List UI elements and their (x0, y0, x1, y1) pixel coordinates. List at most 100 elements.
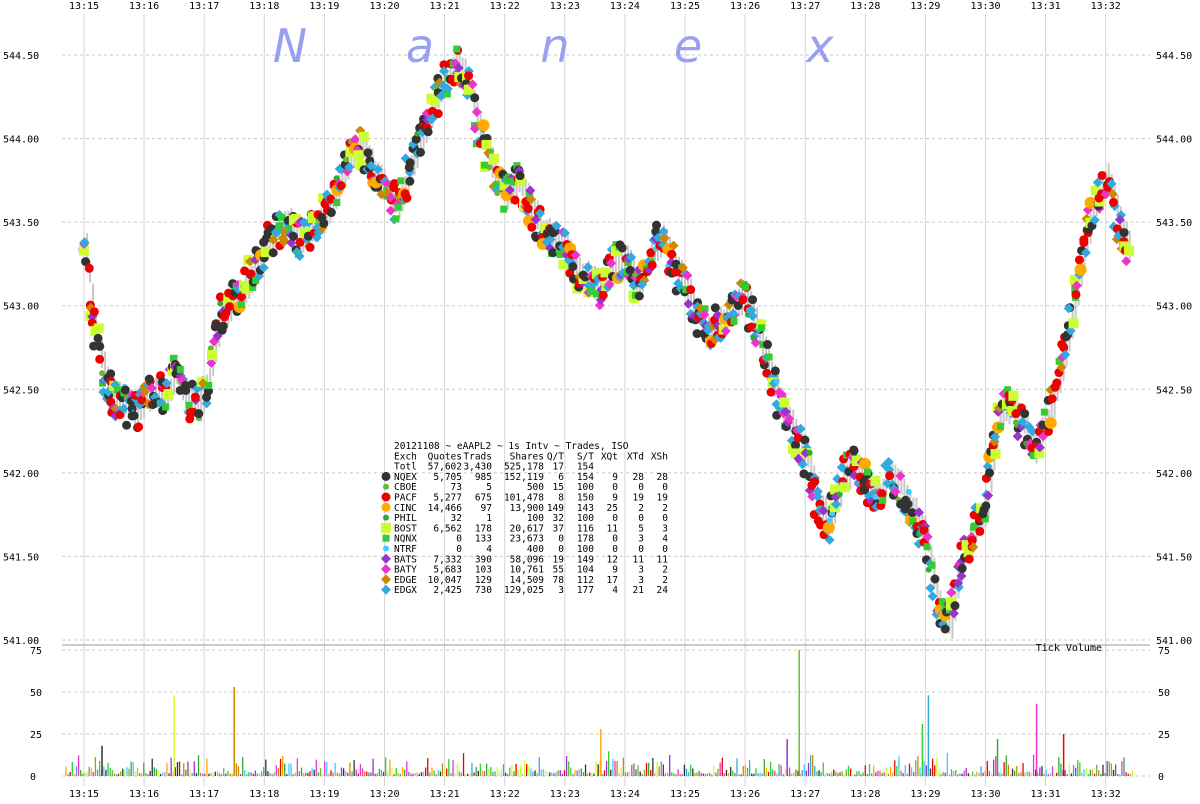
stats-cell: 19 (553, 554, 565, 565)
trade-marker (946, 587, 957, 598)
trade-marker (500, 205, 508, 213)
stats-cell: 178 (577, 534, 594, 545)
volume-tick-label-right: 50 (1158, 688, 1170, 699)
price-tick-label-right: 544.50 (1156, 51, 1192, 62)
stats-cell: 0 (612, 482, 618, 493)
x-tick-label-top: 13:17 (189, 1, 219, 12)
trade-marker (411, 134, 421, 144)
trade-marker (530, 214, 541, 225)
trade-marker (355, 160, 366, 171)
trade-marker (438, 66, 449, 77)
trade-marker (824, 534, 835, 545)
trade-marker (686, 285, 696, 295)
trade-marker (246, 269, 256, 279)
trade-marker (790, 440, 800, 450)
trade-marker (350, 134, 361, 145)
trade-marker (194, 409, 204, 419)
trade-marker (1030, 452, 1038, 460)
trade-marker (162, 403, 170, 411)
x-tick-label-top: 13:29 (910, 1, 940, 12)
trade-marker (957, 563, 967, 573)
trade-marker (765, 353, 773, 361)
trade-marker (385, 205, 396, 216)
trade-marker (169, 354, 177, 362)
watermark-letter: N (273, 19, 307, 73)
trade-marker (494, 190, 501, 197)
trade-marker (513, 162, 521, 170)
stats-cell: 21 (633, 585, 645, 596)
trade-marker (1079, 235, 1089, 245)
stats-cell: PACF (394, 493, 417, 504)
trade-marker (1017, 416, 1028, 427)
trade-marker (333, 199, 341, 207)
stats-cell: NTRF (394, 544, 417, 555)
x-tick-label-bottom: 13:15 (69, 789, 99, 800)
stats-column-header: Q/T (547, 451, 564, 462)
stats-cell: BOST (394, 523, 417, 534)
stats-cell: 12 (607, 554, 618, 565)
stats-cell: 73 (451, 482, 462, 493)
trade-marker (79, 237, 90, 248)
trade-marker (1052, 378, 1062, 388)
stats-cell: 25 (607, 503, 618, 514)
trade-marker (963, 547, 974, 558)
stats-cell: 32 (451, 513, 462, 524)
trade-marker (812, 486, 823, 497)
stats-cell: 2 (662, 565, 668, 576)
trade-marker (1080, 247, 1091, 258)
trade-marker (402, 193, 412, 203)
trade-marker (849, 446, 859, 456)
watermark-letter: n (540, 19, 569, 73)
x-tick-label-top: 13:26 (730, 1, 760, 12)
trade-marker (1063, 303, 1074, 314)
stats-cell: 985 (475, 472, 492, 483)
trade-marker (477, 119, 490, 132)
trade-marker (78, 245, 89, 256)
trade-marker (146, 383, 157, 394)
stats-cell: 675 (475, 493, 492, 504)
trade-marker (1012, 431, 1023, 442)
trade-marker (890, 486, 901, 497)
trade-marker (405, 176, 415, 186)
stats-cell: 0 (558, 544, 564, 555)
trade-marker (1069, 274, 1080, 285)
axis-labels: 13:15 13:15 13:16 13:16 13:17 13:17 13:18 13:18… (3, 1, 1192, 800)
stats-cell: 14,466 (428, 503, 463, 514)
trade-marker (525, 185, 536, 196)
stats-legend: 20121108 ~ eAAPL2 ~ 1s Intv ~ Trades, IS… (381, 441, 668, 596)
trade-marker (759, 341, 767, 349)
stats-cell: 4 (662, 534, 668, 545)
trade-marker (515, 175, 526, 186)
trade-marker (1020, 409, 1030, 419)
trade-marker (383, 545, 389, 552)
x-tick-label-top: 13:30 (970, 1, 1000, 12)
trade-marker (559, 227, 570, 238)
trade-marker (683, 298, 694, 309)
trade-marker (215, 292, 225, 302)
trade-marker (381, 584, 391, 595)
trade-marker (763, 340, 773, 350)
stats-cell: 3 (558, 585, 564, 596)
trade-marker (831, 499, 842, 510)
stats-cell: EDGE (394, 575, 417, 586)
trade-marker (1089, 215, 1100, 226)
trade-marker (701, 305, 709, 313)
trade-marker (118, 403, 129, 414)
stats-cell: 149 (547, 503, 564, 514)
trade-marker (922, 531, 933, 542)
stats-cell: 5,277 (433, 493, 462, 504)
stats-column-header: Shares (510, 451, 544, 462)
trade-marker (305, 242, 315, 252)
trade-marker (780, 406, 791, 417)
trade-marker (990, 431, 1001, 442)
trade-marker (667, 249, 677, 259)
trade-marker (1121, 256, 1132, 267)
watermark-letter: e (674, 19, 702, 73)
trade-marker (268, 248, 278, 258)
stats-cell: 2 (662, 575, 668, 586)
trade-marker (206, 357, 217, 368)
trade-marker (481, 161, 489, 169)
trade-marker (1071, 285, 1079, 293)
trade-marker (525, 194, 536, 205)
